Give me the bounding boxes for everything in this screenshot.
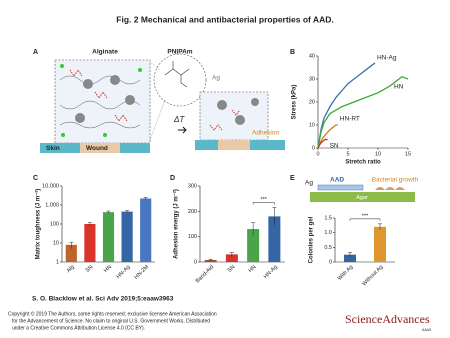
schematic-a <box>40 53 285 153</box>
y-axis-label: Stress (kPa) <box>292 85 298 120</box>
label: AAD <box>330 177 344 184</box>
line-series <box>317 75 409 149</box>
error-bar <box>272 207 277 226</box>
series-label: SN <box>330 143 339 150</box>
bar <box>268 216 281 262</box>
bar <box>374 226 386 262</box>
series-label: HN <box>394 84 404 91</box>
bar <box>102 212 115 262</box>
error-bar <box>251 222 256 236</box>
bar <box>121 211 133 262</box>
line-series <box>317 124 338 149</box>
x-tick-label: Without Ag <box>361 264 384 287</box>
label: Alginate <box>92 49 118 56</box>
panel-letter: B <box>290 49 295 56</box>
line-series <box>317 62 376 149</box>
label: Agar <box>356 195 368 201</box>
label: Adhesion <box>252 130 279 137</box>
bar <box>84 224 96 262</box>
bar <box>344 254 356 262</box>
logo: ScienceAdvances <box>345 312 430 326</box>
bar <box>225 254 238 262</box>
axis <box>317 56 408 149</box>
y-tick-label: 20 <box>309 99 315 105</box>
annotation: *** <box>362 213 369 219</box>
error-bar <box>143 197 148 200</box>
panel-letter: C <box>33 175 38 182</box>
label: Bacterial growth <box>372 177 419 184</box>
citation: S. O. Blacklow et al. Sci Adv 2019;5:eaa… <box>32 296 174 303</box>
x-tick-label: With Ag <box>337 264 355 282</box>
x-tick-label: 10 <box>375 151 381 157</box>
y-axis-label: Matrix toughness (J m⁻²) <box>35 189 42 260</box>
annotation: *** <box>261 197 268 203</box>
schematic-e <box>310 184 415 202</box>
figure-title: Fig. 2 Mechanical and antibacterial prop… <box>116 14 333 24</box>
x-tick-label: SN <box>85 264 95 274</box>
y-tick-label: 100 <box>188 234 197 240</box>
y-tick-label: 1 <box>56 259 59 265</box>
bar <box>204 259 217 262</box>
copyright: Copyright © 2019 The Authors, some right… <box>8 310 217 317</box>
label: Ag <box>305 180 313 187</box>
x-tick-label: Band-Aid <box>195 264 215 284</box>
error-bar <box>69 241 74 249</box>
y-tick-label: 1.5 <box>324 215 332 221</box>
error-bar <box>378 223 382 230</box>
y-tick-label: 100 <box>50 221 59 227</box>
label: Skin <box>46 145 60 152</box>
y-tick-label: 200 <box>188 209 197 215</box>
y-axis-label: Colonies per gel <box>309 216 315 263</box>
label: Wound <box>86 145 108 152</box>
error-bar <box>106 210 111 214</box>
label: Ag <box>212 75 220 82</box>
error-bar <box>125 210 130 213</box>
significance-bracket <box>252 202 275 205</box>
x-tick-label: HN <box>248 264 258 274</box>
x-tick-label: 5 <box>346 151 349 157</box>
y-tick-label: 30 <box>309 76 315 82</box>
y-tick-label: 10 <box>53 240 59 246</box>
x-tick-label: Alg <box>66 264 76 274</box>
error-bar <box>348 252 352 258</box>
copyright: for the Advancement of Science. No claim… <box>12 318 210 324</box>
y-tick-label: 0 <box>329 259 332 265</box>
x-tick-label: SN <box>227 264 237 274</box>
logo-publisher: AAAS <box>422 328 432 332</box>
x-axis-label: Stretch ratio <box>345 160 381 166</box>
label: PNIPAm <box>167 49 192 56</box>
y-axis-label: Adhesion energy (J m⁻²) <box>173 189 180 259</box>
series-label: HN-Ag <box>377 55 397 62</box>
significance-bracket <box>349 218 381 221</box>
y-tick-label: 1.0 <box>324 230 332 236</box>
bar <box>140 198 152 262</box>
x-tick-label: 15 <box>405 151 411 157</box>
x-tick-label: HN-2M <box>134 264 151 281</box>
y-tick-label: 10,000 <box>42 183 59 189</box>
x-tick-label: HN-Ag <box>116 264 132 280</box>
x-tick-label: HN-Ag <box>263 264 279 280</box>
y-tick-label: 0 <box>312 145 315 151</box>
y-tick-label: 1,000 <box>45 202 59 208</box>
error-bar <box>229 252 234 257</box>
y-tick-label: 0 <box>194 259 197 265</box>
error-bar <box>87 222 92 226</box>
panel-letter: D <box>170 175 175 182</box>
copyright: under a Creative Commons Attribution Lic… <box>12 325 145 331</box>
error-bar <box>208 258 213 261</box>
bar <box>65 244 77 262</box>
label: ΔT <box>173 115 185 124</box>
y-tick-label: 300 <box>188 183 197 189</box>
panel-letter: A <box>33 49 38 56</box>
line-series <box>317 138 328 149</box>
y-tick-label: 10 <box>309 122 315 128</box>
series-label: HN-RT <box>340 116 360 123</box>
bar <box>247 229 260 262</box>
x-tick-label: 0 <box>316 151 319 157</box>
y-tick-label: 0.5 <box>324 245 332 251</box>
y-tick-label: 40 <box>309 53 315 59</box>
panel-letter: E <box>290 175 295 182</box>
x-tick-label: HN <box>103 264 113 274</box>
